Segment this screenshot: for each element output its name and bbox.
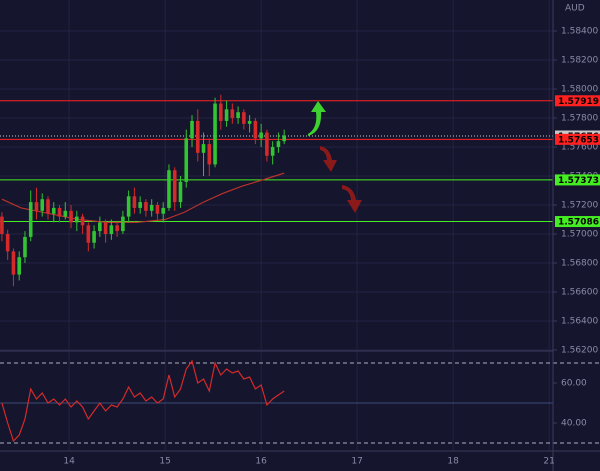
candle-body (115, 225, 119, 232)
y-tick-label: 1.56200 (561, 346, 598, 356)
candle-body (92, 231, 96, 243)
candle-body (184, 138, 189, 182)
level-label: 1.57086 (558, 218, 599, 228)
currency-label: AUD (565, 4, 585, 14)
candle-body (75, 216, 79, 223)
y-tick-label: 1.57200 (561, 201, 598, 211)
candle-body (259, 132, 263, 139)
grid (0, 0, 553, 450)
candle-body (207, 144, 212, 165)
candle-body (46, 199, 50, 214)
down-arrow (320, 146, 337, 172)
candle-body (253, 120, 258, 139)
y-tick-label: 1.58000 (561, 85, 598, 95)
candle-body (17, 257, 22, 275)
candle-body (219, 103, 223, 121)
y-tick-label: 60.00 (561, 379, 587, 389)
candle-body (230, 109, 235, 119)
x-tick-label: 15 (159, 457, 170, 467)
candle-body (144, 202, 148, 211)
y-tick-label: 1.57800 (561, 114, 598, 124)
up-arrow (308, 101, 326, 136)
x-tick-label: 14 (63, 457, 75, 467)
candle-body (138, 202, 142, 208)
candle-body (109, 225, 114, 235)
x-tick-label: 18 (447, 457, 459, 467)
candle-body (5, 234, 10, 252)
level-label: 1.57919 (558, 97, 599, 107)
candle-body (276, 141, 281, 148)
candle-body (201, 144, 206, 153)
candle-body (69, 210, 73, 223)
moving-average (1, 172, 285, 224)
candle-body (265, 132, 269, 156)
level-label-box (555, 216, 600, 228)
candle-body (28, 202, 33, 237)
candle-body (236, 112, 240, 119)
indicator-line (1, 359, 285, 443)
candle-body (57, 207, 62, 217)
candle-body (121, 216, 125, 232)
x-tick-label: 17 (351, 457, 362, 467)
candle-body (98, 222, 102, 232)
candle-body (161, 207, 166, 214)
candle-body (132, 196, 137, 208)
candle-body (167, 170, 171, 208)
candle-body (126, 196, 131, 217)
level-label: 1.57653 (558, 135, 599, 145)
level-label-box (555, 133, 600, 145)
y-tick-label: 1.57000 (561, 230, 598, 240)
candle-body (213, 103, 217, 165)
candle-body (86, 225, 91, 243)
candle-body (34, 202, 39, 211)
y-tick-label: 1.56600 (561, 288, 598, 298)
candle-body (247, 120, 252, 124)
candle-body (40, 199, 45, 211)
candle-body (0, 216, 4, 235)
x-tick-label: 16 (255, 457, 267, 467)
y-tick-label: 1.58400 (561, 27, 598, 37)
candle-body (103, 222, 108, 235)
candle-body (270, 147, 275, 156)
y-tick-label: 1.56400 (561, 317, 598, 327)
candle-body (51, 207, 56, 214)
candle-body (155, 205, 160, 214)
y-tick-label: 1.58200 (561, 56, 598, 66)
plot (0, 94, 600, 444)
candle-body (178, 181, 183, 203)
level-label: 1.57373 (558, 176, 599, 186)
candle-body (172, 170, 177, 203)
candle-body (11, 251, 16, 275)
candle-body (80, 216, 85, 226)
candle-body (63, 210, 68, 217)
candle-body (242, 112, 246, 124)
candle-body (23, 236, 27, 258)
y-tick-label: 40.00 (561, 419, 587, 429)
y-tick-label: 1.56800 (561, 259, 598, 269)
candle-body (149, 205, 154, 211)
candle-body (195, 120, 200, 153)
candle-body (224, 109, 229, 121)
candle-body (282, 135, 286, 142)
candle-body (190, 120, 194, 139)
level-label-box (555, 174, 600, 186)
down-arrow (342, 185, 362, 213)
y-tick-label: 1.57600 (561, 143, 598, 153)
level-label-box (555, 95, 600, 107)
x-tick-label: 21 (543, 457, 554, 467)
